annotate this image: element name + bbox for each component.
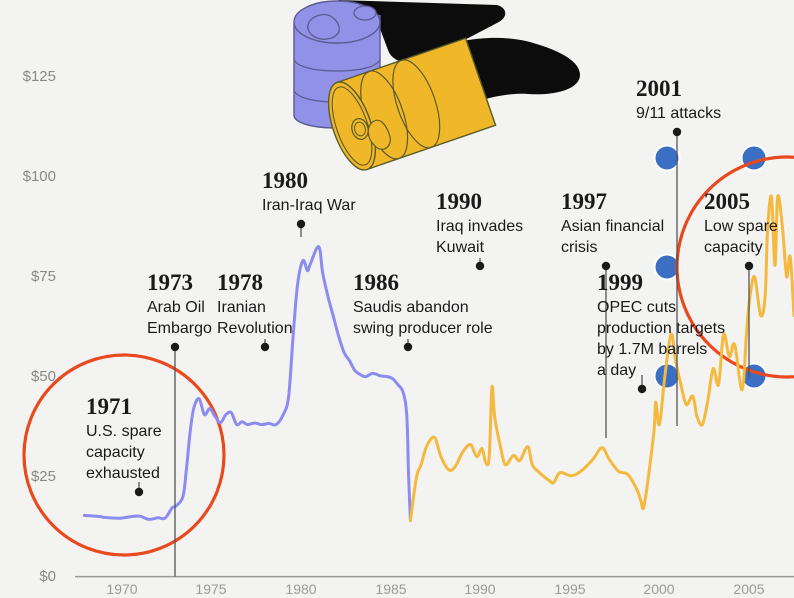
svg-text:1985: 1985 [375, 581, 406, 597]
svg-text:by 1.7M barrels: by 1.7M barrels [597, 341, 707, 358]
svg-text:Arab Oil: Arab Oil [147, 299, 205, 316]
svg-text:1986: 1986 [353, 270, 399, 295]
svg-text:exhausted: exhausted [86, 465, 160, 482]
svg-text:Iranian: Iranian [217, 299, 266, 316]
svg-text:2005: 2005 [733, 581, 764, 597]
svg-text:2001: 2001 [636, 76, 682, 101]
svg-text:9/11 attacks: 9/11 attacks [636, 105, 721, 122]
svg-text:1970: 1970 [106, 581, 137, 597]
svg-text:Revolution: Revolution [217, 320, 293, 337]
svg-text:$75: $75 [31, 268, 56, 285]
svg-text:1978: 1978 [217, 270, 263, 295]
svg-text:Low spare: Low spare [704, 218, 778, 235]
svg-text:$0: $0 [39, 568, 56, 585]
svg-text:OPEC cuts: OPEC cuts [597, 299, 676, 316]
svg-text:1997: 1997 [561, 189, 607, 214]
svg-text:1980: 1980 [285, 581, 316, 597]
svg-text:1990: 1990 [464, 581, 495, 597]
svg-text:$125: $125 [23, 68, 56, 85]
svg-text:1973: 1973 [147, 270, 193, 295]
svg-text:Iraq invades: Iraq invades [436, 218, 523, 235]
svg-text:1975: 1975 [195, 581, 226, 597]
svg-text:Saudis abandon: Saudis abandon [353, 299, 469, 316]
svg-text:1990: 1990 [436, 189, 482, 214]
svg-text:capacity: capacity [86, 444, 145, 461]
svg-text:$50: $50 [31, 368, 56, 385]
svg-text:2005: 2005 [704, 189, 750, 214]
svg-text:crisis: crisis [561, 239, 597, 256]
svg-text:2000: 2000 [643, 581, 674, 597]
svg-text:$25: $25 [31, 468, 56, 485]
svg-text:capacity: capacity [704, 239, 763, 256]
svg-text:a day: a day [597, 362, 636, 379]
svg-text:Embargo: Embargo [147, 320, 212, 337]
svg-text:swing producer role: swing producer role [353, 320, 493, 337]
svg-text:Iran-Iraq War: Iran-Iraq War [262, 197, 356, 214]
svg-text:1971: 1971 [86, 394, 132, 419]
svg-text:Kuwait: Kuwait [436, 239, 485, 256]
svg-text:1980: 1980 [262, 168, 308, 193]
svg-text:Asian financial: Asian financial [561, 218, 664, 235]
svg-text:$100: $100 [23, 168, 56, 185]
svg-text:U.S. spare: U.S. spare [86, 423, 162, 440]
svg-text:1995: 1995 [554, 581, 585, 597]
svg-text:production targets: production targets [597, 320, 725, 337]
svg-text:1999: 1999 [597, 270, 643, 295]
